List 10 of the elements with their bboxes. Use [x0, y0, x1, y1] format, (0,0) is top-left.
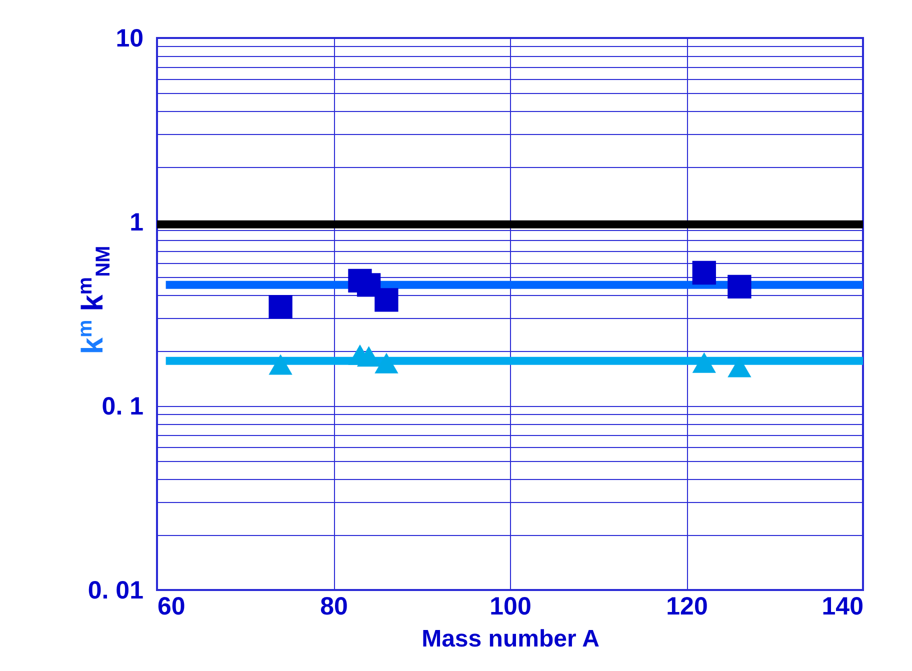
x-tick-label: 100 [490, 592, 532, 620]
x-tick-label: 80 [320, 592, 348, 620]
x-axis-title: Mass number A [422, 626, 600, 652]
x-tick-label: 60 [158, 592, 186, 620]
y-tick-label: 1 [130, 208, 144, 236]
y-tick-label: 10 [116, 24, 144, 52]
y-tick-label: 0. 01 [88, 576, 144, 604]
y-tick-label: 0. 1 [102, 392, 144, 420]
x-tick-label: 140 [822, 592, 864, 620]
x-tick-label: 120 [666, 592, 708, 620]
